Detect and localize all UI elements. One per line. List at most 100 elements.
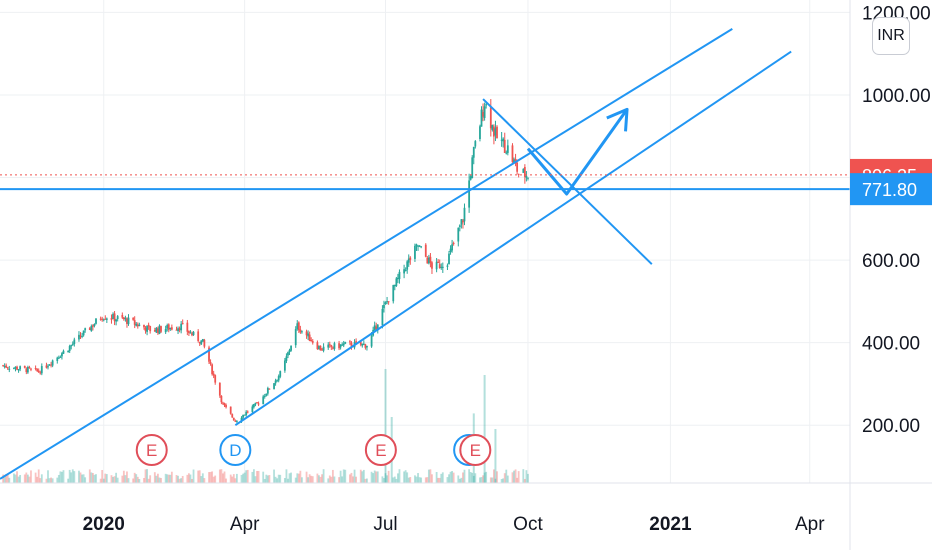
volume-bar [525,470,528,483]
volume-bar [283,478,286,483]
candle [175,329,178,331]
candle [321,349,323,351]
volume-bar [104,473,107,483]
volume-bar [6,474,9,483]
volume-bar [457,475,460,483]
volume-bar [285,469,288,483]
candle [506,145,509,153]
candle [426,257,429,264]
candle [36,369,39,371]
candle [435,261,438,270]
candle [242,414,244,418]
candle [138,324,141,326]
earnings-marker[interactable] [364,434,397,466]
resistance-trendline[interactable] [482,98,653,265]
volume-bar [13,473,15,483]
volume-bar [331,469,334,483]
candle [438,264,441,269]
volume-bar [344,469,347,483]
candle [225,404,227,408]
dividend-marker[interactable] [219,434,252,466]
candle [417,245,419,247]
volume-bar [373,470,376,483]
channel-lower-line[interactable] [234,50,792,427]
volume-bar [523,478,526,483]
volume-bar [424,477,427,483]
volume-bar [158,477,161,483]
volume-bar [409,477,412,483]
volume-bar [446,477,449,483]
earnings-marker[interactable] [459,434,492,466]
candle [441,266,444,268]
candle [186,322,189,332]
candle [333,343,336,349]
candle [253,404,255,408]
currency-button[interactable]: INR [872,17,910,55]
volume-bar [305,471,308,483]
candle [474,141,477,147]
volume-bar [56,477,59,483]
candle [330,345,333,347]
volume-bar [319,476,322,483]
candle [366,345,368,348]
volume-bar [187,473,190,483]
earnings-marker[interactable] [135,434,168,466]
volume-bar [392,477,395,483]
volume-bar [452,472,455,483]
candle [45,365,48,368]
candle [395,278,398,286]
candle [121,314,124,318]
volume-bar [273,469,275,483]
volume-bar [212,476,215,483]
volume-bar [398,469,401,483]
candle [305,331,308,336]
volume-bar [407,477,410,483]
volume-bar [112,476,114,483]
volume-bar [403,471,405,483]
volume-bar [105,474,108,483]
candle [349,341,351,343]
candle [502,138,505,142]
candle [375,326,378,330]
volume-bar [479,477,481,483]
volume-bar [180,478,183,483]
candle [297,322,300,331]
candle [279,371,282,377]
candle [276,379,279,381]
candle [189,332,192,334]
grid [0,0,850,483]
channel-upper-line[interactable] [0,28,733,480]
candle [105,318,108,320]
volume-bar [246,469,249,483]
volume-bar [102,478,105,483]
volume-bar [146,469,148,483]
candle [30,368,32,370]
candle [266,388,269,394]
projection-arrowhead[interactable] [606,107,629,132]
volume-bar [143,478,145,483]
volume-bar [505,469,508,483]
candle [254,402,257,405]
volume-bar [39,478,42,483]
volume-bar [14,474,17,483]
volume-bar [257,470,260,483]
volume-bar [231,476,234,483]
candle [431,262,433,269]
candle [246,411,249,413]
volume-bar [254,476,257,483]
drawing-tools[interactable] [0,28,850,480]
candle [99,318,102,320]
candle [82,330,85,336]
volume-bar [496,471,498,483]
projection-path[interactable] [526,108,629,196]
volume-bar [113,476,116,483]
volume-bars [2,369,529,483]
volume-bar [353,469,356,483]
candle [166,324,169,329]
event-markers[interactable]: EDEDE [135,434,492,466]
candle [517,173,520,175]
candle [231,414,234,418]
volume-bar [51,478,54,483]
